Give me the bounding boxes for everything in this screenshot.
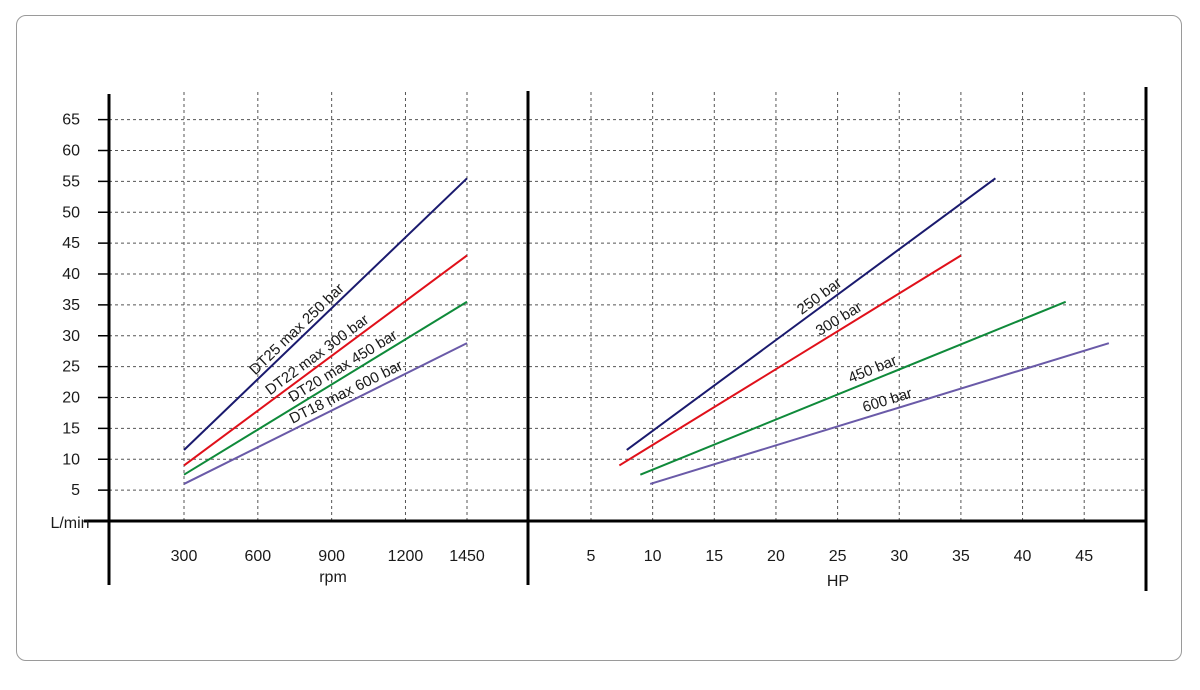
grid-layer [109,92,1146,521]
x-tick-label: 1200 [388,548,424,565]
x-tick-label: 35 [952,548,970,565]
series-line [626,177,997,451]
x-tick-label: 30 [890,548,908,565]
y-axis-label: L/min [50,515,89,532]
series-label: 450 bar [846,352,900,387]
axis-layer [84,87,1148,591]
y-tick-label: 15 [62,420,80,437]
y-tick-label: 50 [62,204,80,221]
y-tick-label: 40 [62,266,80,283]
x-axis-label-rpm: rpm [319,569,347,586]
y-tick-label: 60 [62,143,80,160]
x-tick-label: 40 [1014,548,1032,565]
x-tick-label: 15 [705,548,723,565]
series-layer [183,177,1110,485]
y-tick-label: 65 [62,112,80,129]
x-tick-label: 5 [587,548,596,565]
y-tick-label: 30 [62,328,80,345]
chart-frame [16,15,1182,661]
x-tick-label: 300 [171,548,198,565]
series-line [639,300,1067,476]
series-line [183,177,468,451]
x-tick-label: 900 [318,548,345,565]
series-line [618,254,962,467]
y-tick-label: 20 [62,390,80,407]
x-tick-label: 45 [1075,548,1093,565]
x-axis-label-hp: HP [827,573,849,590]
series-line [183,342,468,485]
y-tick-label: 55 [62,173,80,190]
series-line [649,342,1110,485]
x-tick-label: 600 [244,548,271,565]
y-tick-label: 45 [62,235,80,252]
x-tick-label: 1450 [449,548,485,565]
x-tick-label: 25 [829,548,847,565]
y-tick-label: 5 [71,482,80,499]
x-tick-label: 10 [644,548,662,565]
text-layer: 5 10 15 20 25 30 35 40 45 50 55 60 65 300 600 900 1200 14… [50,112,1093,590]
series-line [183,300,468,476]
series-line [183,254,468,467]
y-tick-label: 25 [62,359,80,376]
y-tick-label: 10 [62,451,80,468]
x-tick-label: 20 [767,548,785,565]
y-tick-label: 35 [62,297,80,314]
